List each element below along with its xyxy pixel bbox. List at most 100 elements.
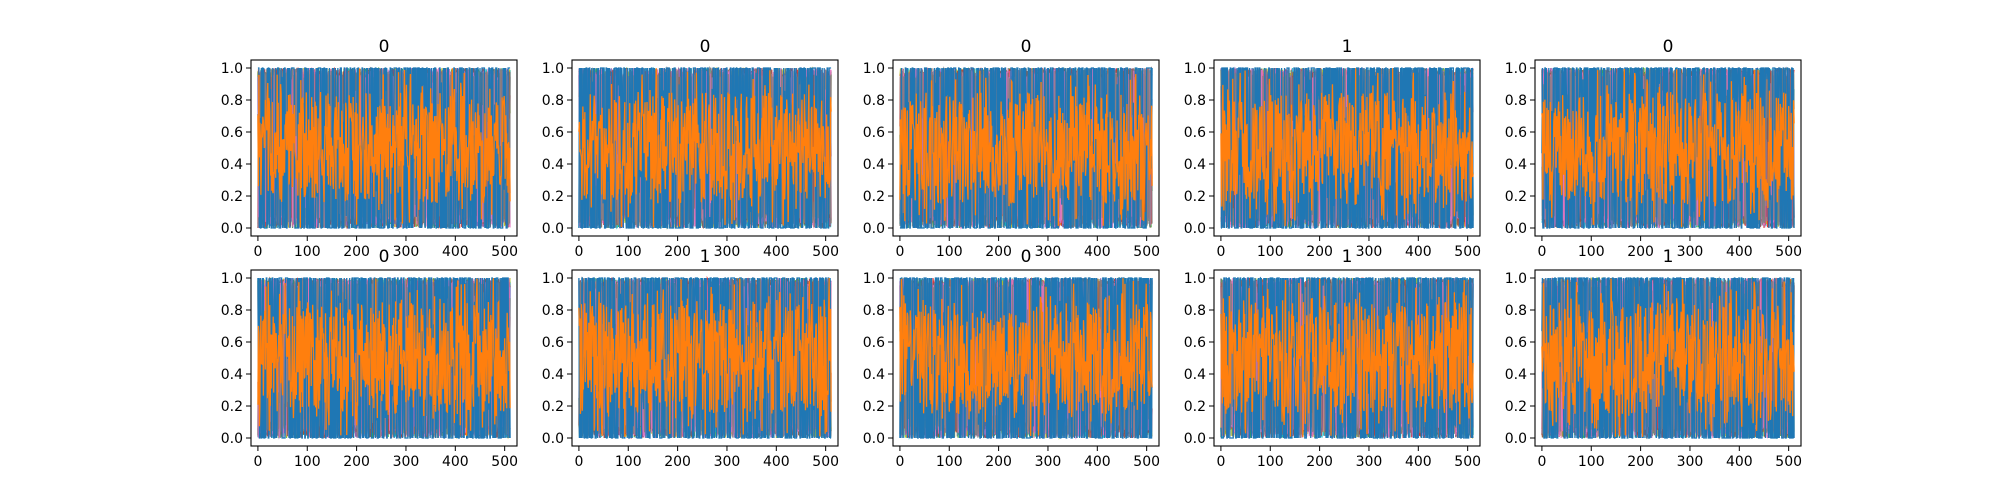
y-tick-label: 0.8 (221, 303, 243, 319)
y-tick-label: 0.4 (1184, 367, 1206, 383)
y-tick-label: 0.0 (542, 431, 564, 447)
x-tick-label: 100 (294, 244, 321, 260)
x-tick-label: 300 (1356, 454, 1383, 470)
x-tick-label: 0 (1537, 244, 1546, 260)
y-tick-label: 1.0 (542, 61, 564, 77)
y-tick-label: 0.4 (221, 367, 243, 383)
series-line-2 (1220, 68, 1474, 227)
x-tick-label: 500 (812, 454, 839, 470)
plot-frame (892, 59, 1160, 237)
y-tick-label: 0.8 (863, 93, 885, 109)
series-line-2 (899, 278, 1153, 436)
x-tick-label: 500 (812, 244, 839, 260)
y-tick-label: 0.6 (221, 125, 243, 141)
x-tick-label: 200 (985, 454, 1012, 470)
x-tick-label: 300 (1035, 454, 1062, 470)
y-tick-label: 0.2 (863, 399, 885, 415)
plot-frame (1213, 269, 1481, 447)
x-tick-label: 200 (1627, 454, 1654, 470)
x-tick-label: 0 (1216, 454, 1225, 470)
subplot-5: 0 100 200 300 400 500 0.0 0.2 0.4 0.6 0.8 1.0 0 (1505, 37, 1802, 260)
x-tick-label: 0 (1537, 454, 1546, 470)
y-tick-label: 1.0 (542, 271, 564, 287)
subplot-title: 0 (379, 247, 390, 267)
series-line-2 (1541, 278, 1795, 437)
series-line-2 (1220, 278, 1474, 438)
x-tick-label: 100 (615, 244, 642, 260)
series-group (1541, 276, 1795, 440)
y-tick-label: 1.0 (863, 271, 885, 287)
y-tick-label: 0.6 (1505, 125, 1527, 141)
x-tick-label: 500 (1133, 244, 1160, 260)
y-tick-label: 0.6 (542, 125, 564, 141)
x-tick-label: 200 (343, 454, 370, 470)
x-tick-label: 400 (442, 244, 469, 260)
y-tick-label: 0.0 (221, 431, 243, 447)
series-group (257, 66, 511, 230)
series-line-2 (257, 68, 511, 228)
subplot-2: 0 100 200 300 400 500 0.0 0.2 0.4 0.6 0.8 1.0 0 (542, 37, 839, 260)
y-tick-label: 0.4 (221, 157, 243, 173)
subplot-10: 0 100 200 300 400 500 0.0 0.2 0.4 0.6 0.8 1.0 1 (1505, 247, 1802, 470)
y-tick-label: 0.8 (221, 93, 243, 109)
y-tick-label: 0.2 (221, 189, 243, 205)
x-tick-label: 300 (393, 454, 420, 470)
y-tick-label: 0.2 (1505, 189, 1527, 205)
x-tick-label: 100 (615, 454, 642, 470)
y-tick-label: 0.6 (542, 335, 564, 351)
x-tick-label: 300 (1677, 454, 1704, 470)
y-tick-label: 0.2 (1505, 399, 1527, 415)
y-tick-label: 0.4 (542, 157, 564, 173)
y-tick-label: 0.2 (542, 189, 564, 205)
series-line-1 (578, 277, 832, 439)
x-tick-label: 0 (895, 244, 904, 260)
x-tick-label: 400 (1084, 454, 1111, 470)
subplot-6: 0 100 200 300 400 500 0.0 0.2 0.4 0.6 0.8 1.0 0 (221, 247, 518, 470)
y-tick-label: 0.6 (221, 335, 243, 351)
x-tick-label: 200 (1627, 244, 1654, 260)
y-tick-label: 0.8 (1184, 93, 1206, 109)
plot-frame (1534, 269, 1802, 447)
x-tick-label: 100 (1257, 454, 1284, 470)
y-tick-label: 0.0 (863, 431, 885, 447)
y-tick-label: 0.4 (1184, 157, 1206, 173)
subplot-4: 0 100 200 300 400 500 0.0 0.2 0.4 0.6 0.8 1.0 1 (1184, 37, 1481, 260)
y-tick-label: 0.0 (863, 221, 885, 237)
x-tick-label: 300 (714, 454, 741, 470)
subplot-7: 0 100 200 300 400 500 0.0 0.2 0.4 0.6 0.8 1.0 1 (542, 247, 839, 470)
x-tick-label: 300 (714, 244, 741, 260)
x-tick-label: 400 (1405, 244, 1432, 260)
series-group (899, 276, 1153, 440)
series-group (899, 66, 1153, 230)
plot-frame (1534, 59, 1802, 237)
subplot-title: 0 (1021, 37, 1032, 57)
x-tick-label: 0 (574, 244, 583, 260)
x-tick-label: 0 (1216, 244, 1225, 260)
y-tick-label: 0.2 (863, 189, 885, 205)
series-group (1220, 66, 1474, 230)
y-tick-label: 0.0 (221, 221, 243, 237)
x-tick-label: 300 (1035, 244, 1062, 260)
series-line-2 (257, 278, 511, 436)
x-tick-label: 500 (1454, 454, 1481, 470)
y-tick-label: 0.8 (542, 303, 564, 319)
subplot-8: 0 100 200 300 400 500 0.0 0.2 0.4 0.6 0.8 1.0 0 (863, 247, 1160, 470)
x-tick-label: 200 (343, 244, 370, 260)
y-tick-label: 1.0 (863, 61, 885, 77)
y-tick-label: 0.0 (1505, 221, 1527, 237)
x-tick-label: 400 (1084, 244, 1111, 260)
plot-frame (250, 59, 518, 237)
y-tick-label: 1.0 (1184, 61, 1206, 77)
y-tick-label: 0.6 (863, 335, 885, 351)
y-tick-label: 0.0 (542, 221, 564, 237)
x-tick-label: 400 (1726, 244, 1753, 260)
x-tick-label: 500 (491, 454, 518, 470)
x-tick-label: 0 (895, 454, 904, 470)
series-group (1541, 66, 1795, 230)
plot-frame (571, 59, 839, 237)
x-tick-label: 200 (1306, 454, 1333, 470)
y-tick-label: 0.0 (1184, 221, 1206, 237)
subplot-title: 0 (1663, 37, 1674, 57)
subplot-title: 1 (1342, 247, 1353, 267)
